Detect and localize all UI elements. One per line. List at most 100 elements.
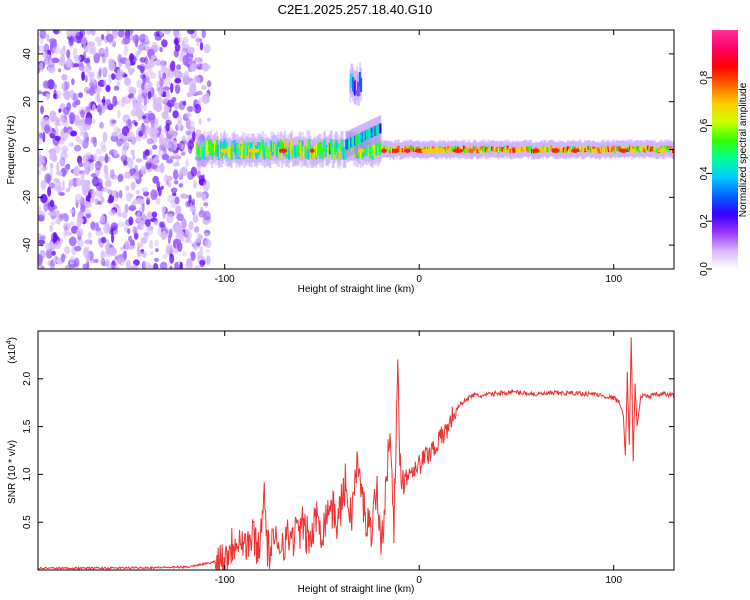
noise-blob <box>58 108 62 113</box>
noise-blob <box>71 78 75 86</box>
noise-blob <box>145 219 151 228</box>
noise-blob <box>111 232 115 244</box>
band-cell <box>202 147 205 159</box>
noise-blob <box>152 262 159 269</box>
noise-blob <box>206 80 212 88</box>
noise-blob <box>117 221 125 228</box>
noise-blob <box>193 180 197 189</box>
band-cell <box>223 139 226 151</box>
noise-blob <box>165 123 170 132</box>
y-tick-label: 0.5 <box>22 515 33 529</box>
noise-blob <box>173 180 179 185</box>
noise-blob <box>195 129 202 138</box>
noise-blob <box>50 221 56 226</box>
noise-blob <box>62 168 66 178</box>
noise-blob <box>46 174 51 185</box>
noise-blob <box>169 244 173 250</box>
noise-blob <box>84 117 93 126</box>
noise-blob <box>135 135 142 142</box>
noise-blob <box>129 53 135 62</box>
noise-blob <box>77 238 84 247</box>
noise-blob <box>153 219 159 225</box>
noise-blob <box>173 238 181 245</box>
noise-blob <box>150 189 158 201</box>
noise-blob <box>68 142 74 147</box>
noise-blob <box>184 229 190 236</box>
noise-blob <box>97 97 101 103</box>
colorbar-tick-label: 0.8 <box>699 70 710 84</box>
noise-blob <box>117 30 125 38</box>
noise-blob <box>124 171 131 179</box>
noise-blob <box>43 43 50 53</box>
noise-blob <box>164 136 172 143</box>
noise-blob <box>178 183 184 188</box>
noise-blob <box>132 226 137 234</box>
noise-blob <box>130 149 135 156</box>
spectrogram-x-label: Height of straight line (km) <box>298 284 415 295</box>
colorbar: 0.0 0.2 0.4 0.6 0.8 Normalized spectral ampl… <box>699 30 749 276</box>
noise-blob <box>141 211 146 220</box>
noise-blob <box>159 46 163 53</box>
noise-blob <box>69 221 75 227</box>
noise-blob <box>44 124 51 134</box>
noise-blob <box>52 46 57 54</box>
noise-blob <box>154 239 159 247</box>
noise-blob <box>61 145 69 154</box>
noise-blob <box>145 124 149 135</box>
noise-blob <box>40 105 44 114</box>
band-cell <box>463 145 466 150</box>
noise-blob <box>147 91 152 100</box>
noise-blob <box>199 41 204 51</box>
noise-blob <box>85 152 92 160</box>
noise-blob <box>194 226 200 233</box>
spectrogram-panel: -100 0 100 -40 -20 0 20 40 Height of straight … <box>6 29 675 295</box>
noise-blob <box>73 144 82 152</box>
noise-blob <box>162 72 167 80</box>
noise-blob <box>69 209 75 214</box>
spectrogram-cells <box>38 30 674 269</box>
noise-blob <box>92 104 96 112</box>
noise-blob <box>195 238 202 243</box>
noise-blob <box>201 30 206 39</box>
colorbar-label: Normalized spectral amplitude <box>738 82 749 217</box>
noise-blob <box>45 93 50 100</box>
noise-blob <box>127 228 131 235</box>
noise-blob <box>60 253 66 263</box>
noise-blob <box>59 48 66 57</box>
noise-blob <box>124 203 129 214</box>
noise-blob <box>86 259 90 269</box>
noise-blob <box>120 97 126 108</box>
band-cell <box>305 147 308 159</box>
noise-blob <box>110 222 119 231</box>
noise-blob <box>139 57 146 63</box>
noise-blob <box>87 71 95 77</box>
noise-blob <box>47 64 56 74</box>
noise-blob <box>123 160 129 166</box>
noise-blob <box>49 162 54 169</box>
band-cell <box>579 146 582 151</box>
noise-blob <box>49 182 55 189</box>
noise-blob <box>99 48 107 55</box>
noise-blob <box>105 33 114 43</box>
noise-blob <box>65 58 73 68</box>
noise-blob <box>61 119 70 128</box>
noise-blob <box>176 213 184 222</box>
noise-blob <box>151 41 158 51</box>
noise-blob <box>162 253 168 259</box>
noise-blob <box>187 139 194 150</box>
noise-blob <box>174 39 179 45</box>
noise-blob <box>137 242 144 248</box>
noise-blob <box>100 187 109 192</box>
noise-blob <box>74 245 82 252</box>
noise-blob <box>156 96 163 105</box>
noise-blob <box>40 265 45 269</box>
noise-blob <box>80 170 85 181</box>
noise-blob <box>72 101 78 108</box>
noise-blob <box>104 153 109 164</box>
x-tick-label: 0 <box>416 274 422 285</box>
band-cell <box>218 147 222 159</box>
band-cell <box>603 145 606 150</box>
noise-blob <box>192 212 198 223</box>
noise-blob <box>58 192 65 196</box>
